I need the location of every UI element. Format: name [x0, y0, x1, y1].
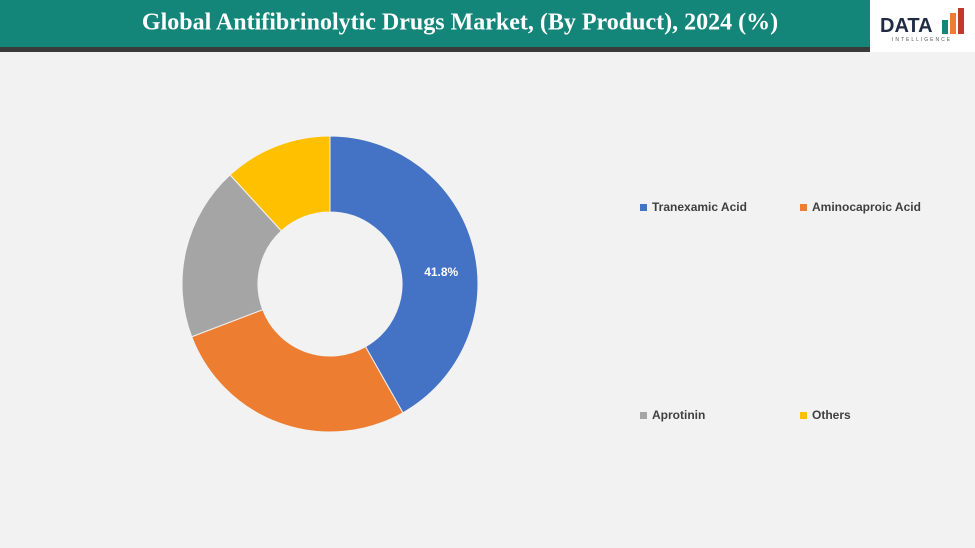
header-line [0, 47, 975, 52]
donut-segment [181, 174, 283, 338]
donut-segment [229, 135, 331, 232]
legend-swatch [640, 204, 647, 211]
legend-label: Aprotinin [652, 408, 705, 422]
donut: 41.8% [181, 135, 479, 433]
legend-label: Tranexamic Acid [652, 200, 747, 214]
legend-swatch [800, 412, 807, 419]
legend-swatch [800, 204, 807, 211]
logo-subtext: INTELLIGENCE [892, 37, 952, 43]
header-bar [0, 0, 870, 47]
legend-label: Others [812, 408, 851, 422]
donut-segment [191, 309, 404, 433]
logo-text: DATA [880, 15, 933, 37]
legend-swatch [640, 412, 647, 419]
logo-box [870, 0, 975, 52]
donut-segment [329, 135, 479, 414]
data-label: 41.8% [424, 265, 458, 279]
logo-bars [942, 8, 964, 34]
legend-label: Aminocaproic Acid [812, 200, 921, 214]
chart-title: Global Antifibrinolytic Drugs Market, (B… [142, 10, 778, 36]
legend: Tranexamic Acid Aminocaproic Acid Aprotini… [640, 200, 921, 422]
